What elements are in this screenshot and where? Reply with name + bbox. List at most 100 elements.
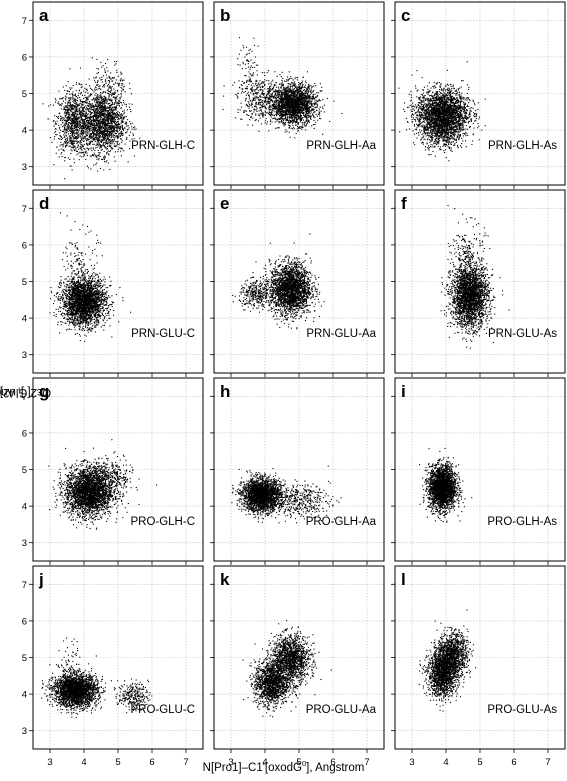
- data-point: [298, 127, 299, 128]
- data-point: [288, 125, 289, 126]
- data-point: [109, 94, 110, 95]
- data-point: [299, 107, 300, 108]
- data-point: [104, 133, 105, 134]
- data-point: [78, 144, 79, 145]
- data-point: [99, 125, 100, 126]
- data-point: [285, 122, 286, 123]
- data-point: [99, 156, 100, 157]
- data-point: [69, 146, 70, 147]
- data-point: [295, 99, 296, 100]
- data-point: [85, 133, 86, 134]
- data-point: [93, 155, 94, 156]
- data-point: [89, 129, 90, 130]
- data-point: [295, 106, 296, 107]
- data-point: [280, 100, 281, 101]
- data-point: [75, 147, 76, 148]
- data-point: [71, 93, 72, 94]
- data-point: [117, 151, 118, 152]
- data-point: [79, 84, 80, 85]
- data-point: [308, 110, 309, 111]
- data-point: [122, 115, 123, 116]
- data-point: [80, 122, 81, 123]
- data-point: [112, 127, 113, 128]
- data-point: [275, 128, 276, 129]
- data-point: [97, 120, 98, 121]
- data-point: [67, 143, 68, 144]
- data-point: [308, 115, 309, 116]
- data-point: [292, 113, 293, 114]
- data-point: [87, 148, 88, 149]
- data-point: [64, 160, 65, 161]
- data-point: [55, 124, 56, 125]
- data-point: [118, 149, 119, 150]
- data-point: [282, 112, 283, 113]
- data-point: [106, 124, 107, 125]
- data-point: [284, 125, 285, 126]
- data-point: [86, 148, 87, 149]
- data-point: [75, 111, 76, 112]
- data-point: [67, 126, 68, 127]
- data-point: [117, 128, 118, 129]
- data-point: [110, 99, 111, 100]
- data-point: [300, 104, 301, 105]
- data-point: [309, 98, 310, 99]
- data-point: [103, 138, 104, 139]
- data-point: [307, 120, 308, 121]
- data-point: [272, 118, 273, 119]
- data-point: [285, 108, 286, 109]
- data-point: [104, 122, 105, 123]
- data-point: [281, 83, 282, 84]
- data-point: [123, 100, 124, 101]
- data-point: [259, 110, 260, 111]
- data-point: [106, 115, 107, 116]
- data-point: [293, 83, 294, 84]
- data-point: [95, 134, 96, 135]
- data-point: [288, 105, 289, 106]
- data-point: [77, 141, 78, 142]
- data-point: [319, 108, 320, 109]
- data-point: [292, 90, 293, 91]
- data-point: [108, 113, 109, 114]
- data-point: [306, 104, 307, 105]
- data-point: [297, 77, 298, 78]
- data-point: [125, 91, 126, 92]
- data-point: [290, 106, 291, 107]
- data-point: [78, 105, 79, 106]
- data-point: [74, 100, 75, 101]
- data-point: [108, 153, 109, 154]
- data-point: [113, 92, 114, 93]
- data-point: [71, 147, 72, 148]
- data-point: [129, 83, 130, 84]
- data-point: [301, 101, 302, 102]
- data-point: [294, 121, 295, 122]
- data-point: [128, 125, 129, 126]
- data-point: [293, 91, 294, 92]
- data-point: [106, 147, 107, 148]
- data-point: [65, 145, 66, 146]
- data-point: [69, 143, 70, 144]
- data-point: [73, 132, 74, 133]
- data-point: [289, 127, 290, 128]
- data-point: [63, 86, 64, 87]
- data-point: [72, 140, 73, 141]
- data-point: [74, 135, 75, 136]
- data-point: [305, 81, 306, 82]
- data-point: [102, 140, 103, 141]
- data-point: [103, 99, 104, 100]
- data-point: [71, 135, 72, 136]
- data-point: [287, 104, 288, 105]
- data-point: [57, 134, 58, 135]
- data-point: [283, 89, 284, 90]
- data-point: [314, 117, 315, 118]
- data-point: [327, 98, 328, 99]
- data-point: [97, 129, 98, 130]
- data-point: [253, 90, 254, 91]
- data-point: [293, 110, 294, 111]
- data-point: [283, 119, 284, 120]
- data-point: [302, 117, 303, 118]
- data-point: [129, 88, 130, 89]
- data-point: [127, 109, 128, 110]
- data-point: [89, 78, 90, 79]
- data-point: [306, 88, 307, 89]
- data-point: [101, 122, 102, 123]
